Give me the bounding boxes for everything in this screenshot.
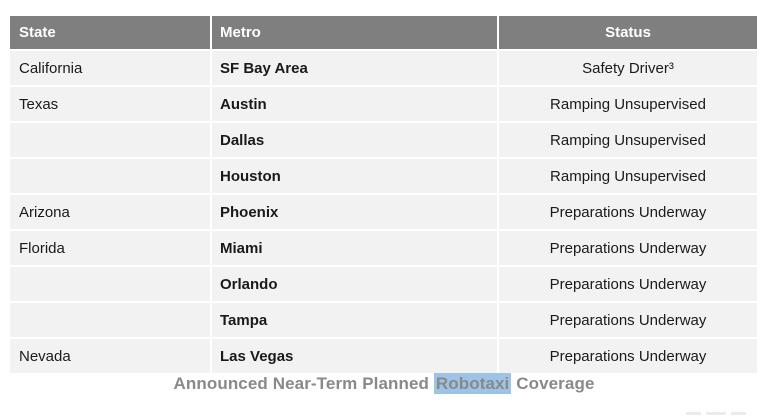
table-row: Florida Miami Preparations Underway [10, 229, 757, 265]
status-cell: Ramping Unsupervised [497, 159, 757, 193]
metro-cell: Houston [210, 159, 497, 193]
caption-prefix: Announced Near-Term Planned [173, 374, 434, 393]
table-row: Dallas Ramping Unsupervised [10, 121, 757, 157]
robotaxi-coverage-table: State Metro Status California SF Bay Are… [10, 16, 757, 373]
metro-cell: Orlando [210, 267, 497, 301]
table-row: Nevada Las Vegas Preparations Underway [10, 337, 757, 373]
metro-cell: Tampa [210, 303, 497, 337]
state-cell [10, 267, 210, 301]
table-row: Tampa Preparations Underway [10, 301, 757, 337]
cropped-edge-artifact [686, 412, 701, 415]
status-cell: Ramping Unsupervised [497, 123, 757, 157]
table-row: California SF Bay Area Safety Driver³ [10, 49, 757, 85]
metro-cell: Miami [210, 231, 497, 265]
table-row: Orlando Preparations Underway [10, 265, 757, 301]
state-cell: Arizona [19, 203, 70, 221]
state-cell: Texas [19, 95, 59, 113]
status-cell: Preparations Underway [497, 339, 757, 373]
header-metro: Metro [210, 16, 497, 49]
cropped-edge-artifact [706, 412, 726, 415]
table-row: Arizona Phoenix Preparations Underway [10, 193, 757, 229]
state-cell: Nevada [19, 347, 71, 365]
header-status: Status [497, 16, 757, 49]
state-cell [10, 123, 210, 157]
table-row: Texas Austin Ramping Unsupervised [10, 85, 757, 121]
caption-suffix: Coverage [511, 374, 595, 393]
status-cell: Preparations Underway [497, 303, 757, 337]
table-row: Houston Ramping Unsupervised [10, 157, 757, 193]
state-cell: Florida [19, 239, 65, 257]
table-header-row: State Metro Status [10, 16, 757, 49]
status-cell: Preparations Underway [497, 267, 757, 301]
state-cell [10, 159, 210, 193]
state-cell [10, 303, 210, 337]
status-cell: Safety Driver³ [497, 51, 757, 85]
status-cell: Preparations Underway [497, 231, 757, 265]
metro-cell: SF Bay Area [210, 51, 497, 85]
metro-cell: Phoenix [210, 195, 497, 229]
state-cell: California [19, 59, 83, 77]
metro-cell: Las Vegas [210, 339, 497, 373]
status-cell: Ramping Unsupervised [497, 87, 757, 121]
table-caption: Announced Near-Term Planned Robotaxi Cov… [0, 373, 768, 394]
metro-cell: Austin [210, 87, 497, 121]
metro-cell: Dallas [210, 123, 497, 157]
cropped-edge-artifact [731, 412, 746, 415]
caption-highlight: Robotaxi [433, 373, 512, 394]
header-state: State [19, 24, 56, 41]
status-cell: Preparations Underway [497, 195, 757, 229]
